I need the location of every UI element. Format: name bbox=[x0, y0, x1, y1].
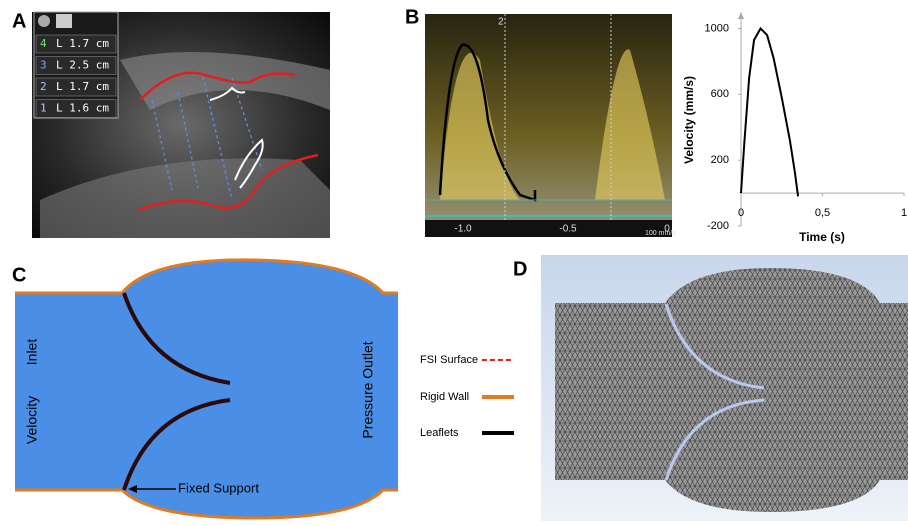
x-axis-label: Time (s) bbox=[799, 230, 845, 244]
inlet-label: Inlet bbox=[24, 339, 40, 366]
geometry bbox=[15, 260, 398, 518]
velocity-chart: -200 200 600 1000 0 0,5 1 Time (s) Velocity (mm/… bbox=[682, 12, 907, 244]
measurement-text: L 2.5 cm bbox=[56, 59, 109, 72]
measurement-index: 1 bbox=[40, 102, 47, 115]
panel-label: D bbox=[513, 258, 527, 280]
y-tick-label: 1000 bbox=[705, 22, 729, 34]
doppler-marker: 2 bbox=[498, 17, 504, 28]
doppler-scale: 100 mm/s bbox=[645, 230, 676, 237]
legend-label: Leaflets bbox=[420, 427, 459, 439]
mesh-image bbox=[541, 255, 908, 521]
legend-label: Rigid Wall bbox=[420, 391, 469, 403]
doppler-image bbox=[425, 14, 672, 237]
doppler-axis-label: -1.0 bbox=[454, 224, 472, 235]
measurement-text: L 1.7 cm bbox=[56, 80, 109, 93]
y-tick-label: 200 bbox=[711, 154, 729, 166]
x-tick-label: 0,5 bbox=[815, 207, 830, 219]
panel-label: A bbox=[12, 10, 26, 32]
measurement-text: L 1.7 cm bbox=[56, 37, 109, 50]
x-tick-label: 0 bbox=[738, 207, 744, 219]
panel-label: C bbox=[12, 264, 26, 286]
legend-label: FSI Surface bbox=[420, 354, 478, 366]
y-tick-label: 600 bbox=[711, 88, 729, 100]
x-tick-label: 1 bbox=[901, 207, 907, 219]
figure: A 4 L 1.7 cm 3 L 2.5 cm 2 L 1.7 cm 1 L 1.6 cm B… bbox=[0, 0, 908, 521]
measurement-index: 4 bbox=[40, 37, 47, 50]
velocity-line bbox=[741, 28, 798, 196]
measurement-index: 3 bbox=[40, 59, 47, 72]
doppler-axis-label: -0.5 bbox=[559, 224, 577, 235]
y-axis-label: Velocity (mm/s) bbox=[682, 76, 696, 164]
outlet-label: Pressure Outlet bbox=[360, 341, 376, 438]
axis-arrow bbox=[738, 12, 744, 19]
panel-label: B bbox=[405, 6, 419, 28]
y-tick-label: -200 bbox=[707, 220, 729, 232]
measurement-index: 2 bbox=[40, 80, 47, 93]
legend bbox=[482, 360, 514, 433]
velocity-label: Velocity bbox=[24, 396, 40, 444]
support-label: Fixed Support bbox=[178, 480, 259, 495]
measurement-text: L 1.6 cm bbox=[56, 102, 109, 115]
